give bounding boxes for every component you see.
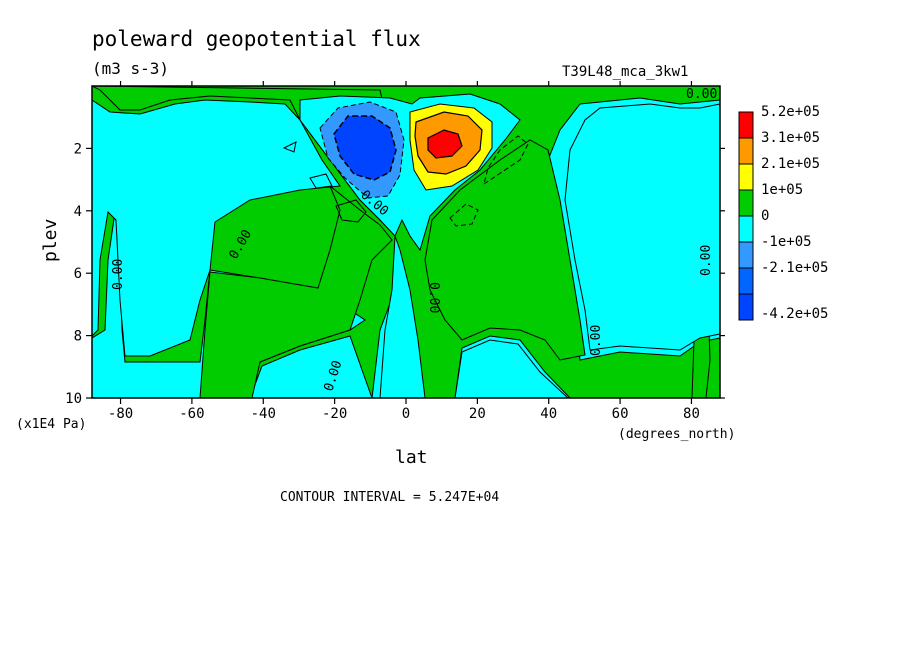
contour-label: 0.00 <box>589 325 604 356</box>
colorbar-swatch <box>738 241 754 269</box>
colorbar-swatch <box>738 215 754 243</box>
colorbar-swatch <box>738 189 754 217</box>
negative-lobe-core <box>333 115 397 181</box>
colorbar-label: -2.1e+05 <box>761 260 828 276</box>
x-tick-label: 80 <box>683 406 700 422</box>
contour-fragment <box>309 173 333 189</box>
x-tick-label: -80 <box>108 406 133 422</box>
y-axis-title: plev <box>40 219 61 262</box>
y-axis: 2 4 6 8 10 <box>65 141 725 407</box>
y-tick-label: 2 <box>74 141 82 157</box>
x-tick-label: 60 <box>612 406 629 422</box>
contour-label: 0.00 <box>699 245 714 276</box>
field-region-south-polar-cap <box>92 99 341 357</box>
contour-label: 0.00 <box>111 259 126 290</box>
contour-fragment <box>449 203 479 227</box>
chart-title: poleward geopotential flux <box>92 27 421 51</box>
run-label: T39L48_mca_3kw1 <box>562 64 688 80</box>
x-tick-label: 20 <box>469 406 486 422</box>
plot-area: 0.00 0.00 0.00 0.00 0.00 0.00 0.00 0.00 <box>91 85 721 399</box>
field-region-subtropical-north <box>424 139 586 361</box>
colorbar-label: 2.1e+05 <box>761 156 820 172</box>
colorbar-swatch <box>738 293 754 321</box>
colorbar-label: 0 <box>761 208 769 224</box>
contour-interval-note: CONTOUR INTERVAL = 5.247E+04 <box>280 490 499 505</box>
contour-label: 0.00 <box>686 87 717 102</box>
x-tick-label: -60 <box>179 406 204 422</box>
contour-fragment <box>282 141 297 153</box>
field-region-surface-south <box>249 335 373 398</box>
colorbar-label: -4.2e+05 <box>761 306 828 322</box>
x-tick-label: -40 <box>251 406 276 422</box>
y-tick-label: 8 <box>74 329 82 345</box>
field-region-north-polar-cap <box>564 103 720 351</box>
contour-fragment <box>483 135 529 186</box>
colorbar-label: 5.2e+05 <box>761 104 820 120</box>
contour-fragment <box>335 199 367 223</box>
colorbar-swatch <box>738 137 754 165</box>
field-region-surface-north <box>454 339 569 398</box>
x-unit-label: (degrees_north) <box>618 427 735 442</box>
x-tick-label: 40 <box>540 406 557 422</box>
colorbar-swatch <box>738 163 754 191</box>
y-tick-label: 4 <box>74 204 82 220</box>
x-tick-label: 0 <box>402 406 410 422</box>
x-axis: -80 -60 -40 -20 0 20 40 60 80 <box>108 81 700 422</box>
colorbar-label: 3.1e+05 <box>761 130 820 146</box>
contour-label: 0.00 <box>426 282 441 313</box>
y-tick-label: 10 <box>65 391 82 407</box>
y-unit-label: (x1E4 Pa) <box>16 417 86 432</box>
colorbar-label: 1e+05 <box>761 182 803 198</box>
colorbar-swatch <box>738 111 754 139</box>
colorbar-swatch <box>738 267 754 295</box>
y-tick-label: 6 <box>74 266 82 282</box>
units-label: (m3 s-3) <box>92 59 169 78</box>
field-region-subtropical-south <box>199 185 393 398</box>
colorbar-legend: 5.2e+05 3.1e+05 2.1e+05 1e+05 0 -1e+05 -2.1e+0… <box>738 104 828 322</box>
colorbar-label: -1e+05 <box>761 234 812 250</box>
positive-lobe-red <box>427 129 463 159</box>
field-region-equatorial-column <box>379 235 426 398</box>
x-axis-title: lat <box>395 447 428 468</box>
x-tick-label: -20 <box>322 406 347 422</box>
